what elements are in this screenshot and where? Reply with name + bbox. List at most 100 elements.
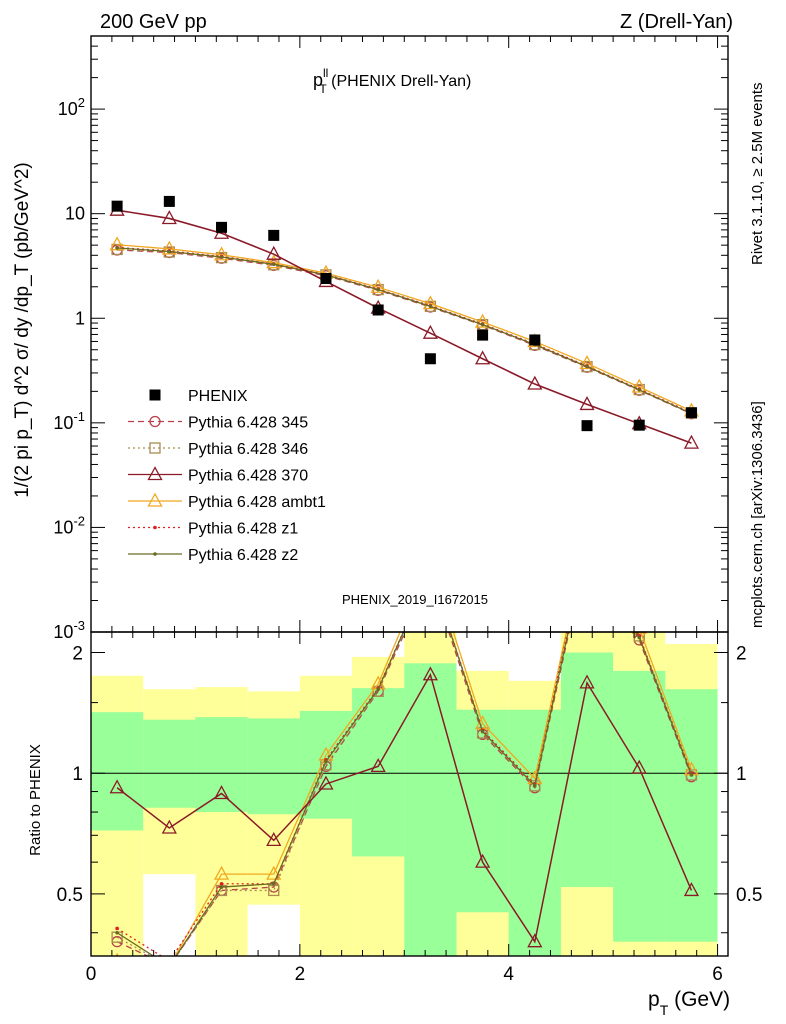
ratio-marker-pythia-6-428-370 <box>579 674 595 689</box>
legend-marker-phenix <box>149 389 161 401</box>
series-marker-pythia-6-428-ambt1 <box>370 278 386 293</box>
ratio-clip-group <box>91 632 728 956</box>
data-point-phenix <box>216 221 228 233</box>
x-label-rest: (GeV) <box>668 988 730 1011</box>
legend: PHENIX Pythia 6.428 345 Pythia 6.428 346 Py… <box>128 388 326 564</box>
band-inner <box>404 663 457 956</box>
data-point-phenix <box>372 304 384 316</box>
band-inner <box>143 719 196 808</box>
data-point-phenix <box>477 329 489 341</box>
x-tick-label: 0 <box>86 964 97 985</box>
ratio-marker-pythia-6-428-z2 <box>219 885 224 889</box>
ratio-marker-pythia-6-428-z2 <box>115 930 119 935</box>
band-inner <box>456 709 509 913</box>
y-tick-label: 10-1 <box>53 409 85 433</box>
y-tick-label: 1 <box>75 308 85 328</box>
data-point-phenix <box>163 195 175 207</box>
series-line-pythia-6-428-z2 <box>117 247 692 415</box>
main-title-sub: T <box>319 82 327 96</box>
data-point-phenix <box>320 272 332 284</box>
ratio-y-tick-label: 0.5 <box>57 885 83 906</box>
ratio-marker-pythia-6-428-ambt1 <box>631 632 647 634</box>
legend-entry-label: Pythia 6.428 ambt1 <box>188 494 326 511</box>
legend-entry-label: PHENIX <box>188 388 248 405</box>
legend-marker <box>153 552 157 556</box>
ratio-marker-pythia-6-428-z2 <box>480 729 485 734</box>
data-point-phenix <box>529 334 541 346</box>
main-title-p: p <box>313 70 323 90</box>
ratio-marker-pythia-6-428-370 <box>527 933 543 948</box>
x-tick-label: 2 <box>295 964 306 985</box>
x-tick-label: 4 <box>503 964 514 985</box>
series-line-pythia-6-428-ambt1 <box>117 244 692 412</box>
ratio-marker-pythia-6-428-370 <box>213 785 230 800</box>
band-inner <box>665 689 718 942</box>
series-line-pythia-6-428-345 <box>117 249 692 415</box>
series-marker-pythia-6-428-ambt1 <box>631 378 647 393</box>
ratio-marker-pythia-6-428-z1 <box>115 926 119 931</box>
band-inner <box>195 717 248 813</box>
ratio-line-pythia-6-428-346 <box>116 632 693 956</box>
ratio-y-tick-label-right: 2 <box>736 644 747 665</box>
legend-entry-label: Pythia 6.428 z1 <box>188 521 298 538</box>
band-gap <box>143 874 196 956</box>
series-marker-pythia-6-428-370 <box>527 375 543 390</box>
side-label-top: Rivet 3.1.10, ≥ 2.5M events <box>749 83 766 266</box>
y-tick-label: 10-2 <box>53 513 85 537</box>
ratio-y-tick-label-right: 0.5 <box>736 885 762 906</box>
ratio-line-pythia-6-428-ambt1 <box>174 632 693 956</box>
ratio-marker-pythia-6-428-z2 <box>689 773 694 777</box>
series-marker-pythia-6-428-z2 <box>637 387 642 392</box>
header-right: Z (Drell-Yan) <box>620 11 733 33</box>
series-marker-pythia-6-428-370 <box>683 434 700 449</box>
series-marker-pythia-6-428-370 <box>266 245 282 260</box>
ratio-marker-pythia-6-428-370 <box>161 819 177 834</box>
ratio-marker-pythia-6-428-370 <box>318 775 334 790</box>
ratio-line-pythia-6-428-370 <box>116 672 693 944</box>
ratio-marker-pythia-6-428-z2 <box>271 881 276 886</box>
ratio-marker-pythia-6-428-ambt1 <box>213 865 230 880</box>
legend-marker <box>147 492 163 507</box>
legend-entry-label: Pythia 6.428 345 <box>188 415 308 432</box>
series-marker-pythia-6-428-z2 <box>271 262 276 267</box>
ratio-marker-pythia-6-428-370 <box>266 831 282 847</box>
side-label-bottom: mcplots.cern.ch [arXiv:1306.3436] <box>749 401 766 628</box>
ratio-marker-pythia-6-428-ambt1 <box>266 865 282 880</box>
legend-marker <box>149 442 161 454</box>
band-gap <box>247 904 300 956</box>
series-marker-pythia-6-428-ambt1 <box>161 240 177 255</box>
series-marker-pythia-6-428-370 <box>161 210 177 225</box>
series-marker-pythia-6-428-ambt1 <box>579 355 595 370</box>
legend-marker <box>147 466 163 481</box>
analysis-id: PHENIX_2019_I1672015 <box>342 592 488 607</box>
data-point-phenix <box>581 420 593 432</box>
ratio-marker-pythia-6-428-370 <box>683 882 700 897</box>
main-plot-area: 10-3 10-2 10-1 1 10 102 <box>53 35 728 642</box>
ratio-y-label: Ratio to PHENIX <box>27 744 44 856</box>
series-marker-pythia-6-428-ambt1 <box>475 313 491 328</box>
series-marker-pythia-6-428-ambt1 <box>422 295 438 310</box>
series-marker-pythia-6-428-370 <box>422 324 438 339</box>
ratio-y-tick-label-right: 1 <box>736 764 747 785</box>
legend-marker <box>149 415 161 428</box>
series-marker-pythia-6-428-z2 <box>376 287 380 292</box>
data-point-phenix <box>111 200 123 212</box>
y-tick-label: 10 <box>65 204 85 224</box>
main-title: pll T (PHENIX Drell-Yan) <box>313 66 471 96</box>
main-title-sup: ll <box>323 66 328 80</box>
series-marker-pythia-6-428-z2 <box>219 255 224 259</box>
ratio-marker-pythia-6-428-z1 <box>219 881 224 886</box>
band-inner <box>91 712 144 831</box>
series-line-pythia-6-428-370 <box>116 209 692 444</box>
ratio-marker-pythia-6-428-370 <box>475 853 491 868</box>
legend-entry-label: Pythia 6.428 z2 <box>188 547 298 564</box>
ratio-marker-pythia-6-428-z2 <box>324 759 328 764</box>
data-point-phenix <box>633 419 645 431</box>
band-inner <box>613 670 666 942</box>
ratio-marker-pythia-6-428-370 <box>370 758 386 773</box>
main-title-rest: (PHENIX Drell-Yan) <box>327 73 472 90</box>
series-marker-pythia-6-428-z2 <box>167 249 172 254</box>
series-marker-pythia-6-428-ambt1 <box>213 246 230 261</box>
ratio-plot-area: 0.5 0.5 1 1 2 2 0 2 4 6 <box>57 632 762 985</box>
ratio-line-pythia-6-428-z2 <box>116 632 693 956</box>
